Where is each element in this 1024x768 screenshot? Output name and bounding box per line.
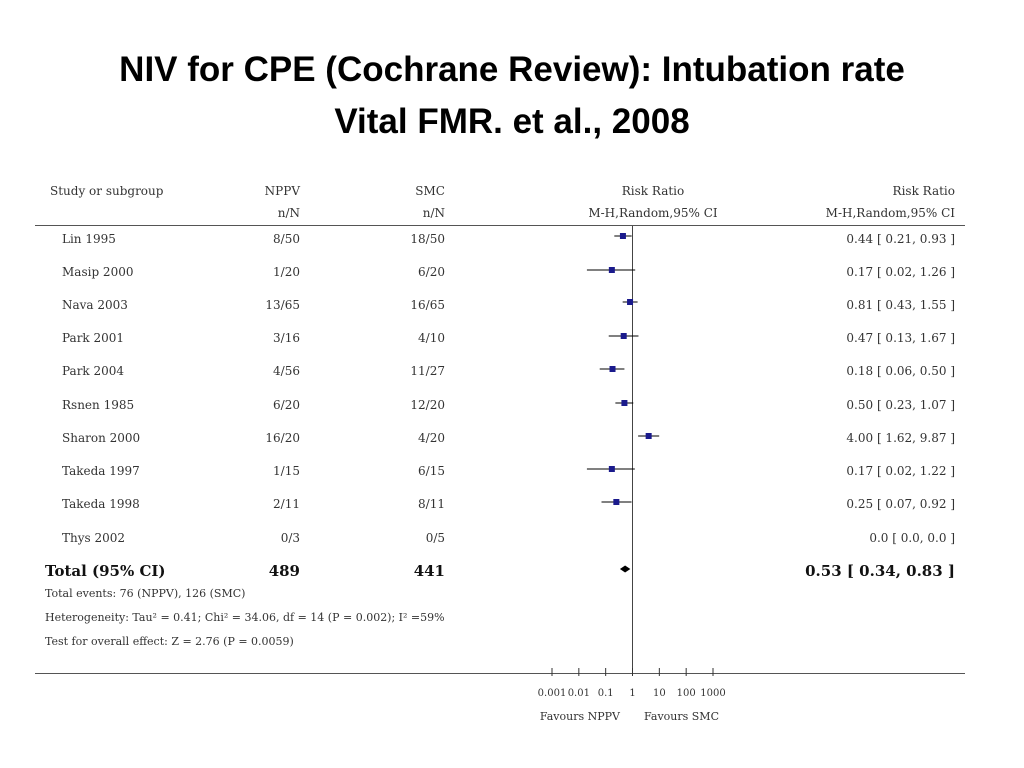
- point-estimate: [620, 333, 627, 339]
- axis-tick-label: 100: [677, 688, 696, 699]
- header-nppv: NPPV: [264, 184, 300, 198]
- smc-count: 6/20: [418, 265, 445, 279]
- total-label: Total (95% CI): [45, 562, 166, 580]
- pooled-diamond: [619, 565, 631, 573]
- smc-count: 0/5: [425, 531, 445, 545]
- header-ratio-sub: M-H,Random,95% CI: [825, 206, 955, 220]
- header-plot: Risk Ratio: [621, 184, 685, 198]
- favours-left-label: Favours NPPV: [539, 710, 620, 723]
- total-smc: 441: [413, 562, 445, 580]
- study-name: Lin 1995: [62, 232, 116, 246]
- study-name: Takeda 1998: [62, 497, 140, 511]
- nppv-count: 0/3: [280, 531, 300, 545]
- axis-tick-label: 1: [629, 688, 635, 699]
- point-estimate: [645, 433, 652, 439]
- heterogeneity-note: Heterogeneity: Tau² = 0.41; Chi² = 34.06…: [45, 611, 445, 624]
- axis-tick-label: 0.01: [568, 688, 590, 699]
- point-estimate: [608, 267, 615, 273]
- nppv-count: 8/50: [273, 232, 300, 246]
- point-estimate: [621, 400, 628, 406]
- risk-ratio-ci: 4.00 [ 1.62, 9.87 ]: [846, 431, 955, 445]
- nppv-count: 13/65: [265, 298, 300, 312]
- smc-count: 12/20: [410, 398, 445, 412]
- nppv-count: 1/15: [273, 464, 300, 478]
- risk-ratio-ci: 0.0 [ 0.0, 0.0 ]: [869, 531, 955, 545]
- smc-count: 18/50: [410, 232, 445, 246]
- favours-right-label: Favours SMC: [644, 710, 719, 723]
- smc-count: 8/11: [418, 497, 445, 511]
- title-line-1: NIV for CPE (Cochrane Review): Intubatio…: [119, 50, 905, 89]
- smc-count: 4/10: [418, 331, 445, 345]
- point-estimate: [608, 466, 615, 472]
- study-name: Nava 2003: [62, 298, 128, 312]
- axis-tick-label: 0.001: [538, 688, 567, 699]
- risk-ratio-ci: 0.18 [ 0.06, 0.50 ]: [846, 364, 955, 378]
- study-name: Thys 2002: [62, 531, 126, 545]
- smc-count: 11/27: [410, 364, 445, 378]
- axis-tick-label: 0.1: [598, 688, 614, 699]
- nppv-count: 4/56: [273, 364, 300, 378]
- header-ratio: Risk Ratio: [892, 184, 955, 198]
- header-study: Study or subgroup: [50, 184, 164, 198]
- nppv-count: 3/16: [273, 331, 300, 345]
- study-name: Park 2004: [62, 364, 125, 378]
- total-nppv: 489: [268, 562, 300, 580]
- risk-ratio-ci: 0.81 [ 0.43, 1.55 ]: [846, 298, 955, 312]
- risk-ratio-ci: 0.17 [ 0.02, 1.26 ]: [846, 265, 955, 279]
- nppv-count: 6/20: [273, 398, 300, 412]
- risk-ratio-ci: 0.50 [ 0.23, 1.07 ]: [846, 398, 955, 412]
- axis-tick-label: 1000: [700, 688, 725, 699]
- bottom-rule: [35, 673, 965, 674]
- nppv-count: 2/11: [273, 497, 300, 511]
- total-ci: 0.53 [ 0.34, 0.83 ]: [805, 562, 955, 580]
- study-name: Sharon 2000: [62, 431, 141, 445]
- point-estimate: [627, 299, 634, 305]
- smc-count: 4/20: [418, 431, 445, 445]
- total-events-note: Total events: 76 (NPPV), 126 (SMC): [45, 587, 246, 600]
- title-line-2: Vital FMR. et al., 2008: [334, 102, 690, 141]
- point-estimate: [613, 499, 620, 505]
- header-smc: SMC: [415, 184, 445, 198]
- slide-title: NIV for CPE (Cochrane Review): Intubatio…: [0, 44, 1024, 148]
- header-smc-sub: n/N: [422, 206, 445, 220]
- header-nppv-sub: n/N: [277, 206, 300, 220]
- risk-ratio-ci: 0.47 [ 0.13, 1.67 ]: [846, 331, 955, 345]
- nppv-count: 16/20: [265, 431, 300, 445]
- point-estimate: [609, 366, 616, 372]
- header-plot-sub: M-H,Random,95% CI: [588, 206, 718, 220]
- nppv-count: 1/20: [273, 265, 300, 279]
- risk-ratio-ci: 0.44 [ 0.21, 0.93 ]: [846, 232, 955, 246]
- overall-effect-note: Test for overall effect: Z = 2.76 (P = 0…: [45, 635, 294, 648]
- risk-ratio-ci: 0.17 [ 0.02, 1.22 ]: [846, 464, 955, 478]
- study-name: Masip 2000: [62, 265, 134, 279]
- axis-tick-label: 10: [653, 688, 666, 699]
- risk-ratio-ci: 0.25 [ 0.07, 0.92 ]: [846, 497, 955, 511]
- smc-count: 16/65: [410, 298, 445, 312]
- point-estimate: [619, 233, 626, 239]
- header-rule: [35, 225, 965, 226]
- smc-count: 6/15: [418, 464, 445, 478]
- study-name: Takeda 1997: [62, 464, 140, 478]
- study-name: Rsnen 1985: [62, 398, 135, 412]
- study-name: Park 2001: [62, 331, 125, 345]
